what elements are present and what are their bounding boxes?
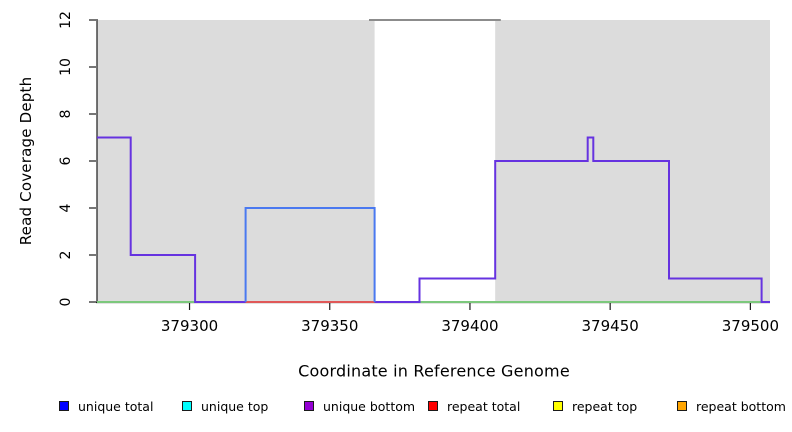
left-shaded-region	[97, 20, 375, 302]
series-unique-bottom-line	[97, 136, 770, 303]
legend-item-unique-total: unique total	[59, 398, 153, 414]
legend-label: unique total	[78, 398, 154, 414]
legend-swatch-repeat-total	[428, 401, 438, 411]
legend-label: unique bottom	[323, 398, 416, 414]
x-tick-label: 379300	[161, 317, 218, 335]
legend-swatch-unique-total	[59, 401, 69, 411]
x-axis-title: Coordinate in Reference Genome	[298, 361, 570, 381]
legend-swatch-repeat-bottom	[677, 401, 687, 411]
y-tick-label: 2	[58, 251, 74, 260]
legend-label: repeat top	[572, 398, 638, 414]
y-tick-label: 10	[58, 58, 74, 76]
legend-swatch-unique-top	[182, 401, 192, 411]
legend-item-repeat-total: repeat total	[428, 398, 520, 414]
x-tick-label: 379400	[441, 317, 498, 335]
x-tick-label: 379450	[582, 317, 639, 335]
y-tick-label: 4	[58, 203, 74, 212]
legend-item-unique-bottom: unique bottom	[304, 398, 415, 414]
legend-swatch-unique-bottom	[304, 401, 314, 411]
x-tick-label: 379350	[301, 317, 358, 335]
y-axis-title: Read Coverage Depth	[17, 76, 35, 246]
x-tick-label: 379500	[722, 317, 779, 335]
y-tick-label: 0	[58, 298, 74, 307]
legend-label: repeat total	[447, 398, 521, 414]
y-tick-label: 8	[58, 110, 74, 119]
legend-label: repeat bottom	[696, 398, 786, 414]
legend-item-unique-top: unique top	[182, 398, 268, 414]
y-tick-label: 6	[58, 156, 74, 165]
legend-item-repeat-bottom: repeat bottom	[677, 398, 786, 414]
y-tick-label: 12	[58, 11, 74, 29]
series-unique-total-line	[244, 207, 376, 302]
legend-item-repeat-top: repeat top	[553, 398, 637, 414]
legend-label: unique top	[201, 398, 269, 414]
legend-swatch-repeat-top	[553, 401, 563, 411]
legend: unique total unique top unique bottom repea…	[0, 398, 792, 420]
